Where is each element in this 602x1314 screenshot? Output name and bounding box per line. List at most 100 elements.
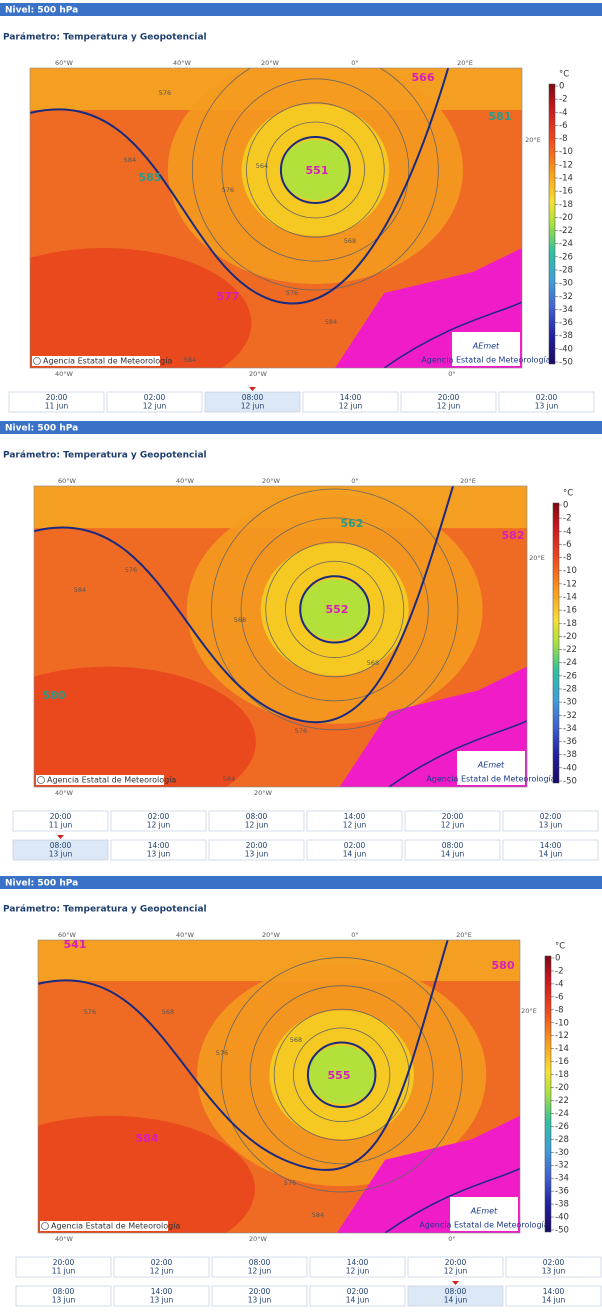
time-button-bg[interactable] [306,810,403,832]
time-day[interactable]: 12 jun [143,402,167,411]
time-day[interactable]: 13 jun [535,402,559,411]
time-button-bg[interactable] [15,1256,112,1278]
time-day[interactable]: 12 jun [346,1267,370,1276]
time-hour[interactable]: 14:00 [540,841,562,850]
time-day[interactable]: 14 jun [444,1296,468,1305]
time-hour[interactable]: 08:00 [442,841,464,850]
time-day[interactable]: 14 jun [441,850,465,859]
time-hour[interactable]: 14:00 [148,841,170,850]
time-day[interactable]: 13 jun [147,850,171,859]
time-button-bg[interactable] [309,1256,406,1278]
time-day[interactable]: 11 jun [45,402,69,411]
time-day[interactable]: 12 jun [150,1267,174,1276]
time-hour[interactable]: 20:00 [442,812,464,821]
time-button-bg[interactable] [113,1285,210,1307]
time-button-bg[interactable] [404,839,501,861]
time-hour[interactable]: 20:00 [46,393,68,402]
time-hour[interactable]: 14:00 [347,1258,369,1267]
time-day[interactable]: 11 jun [49,821,73,830]
time-button-bg[interactable] [505,1285,602,1307]
time-hour[interactable]: 14:00 [543,1287,565,1296]
time-button-bg[interactable] [306,839,403,861]
time-hour[interactable]: 08:00 [445,1287,467,1296]
time-button-bg[interactable] [211,1256,308,1278]
time-hour[interactable]: 02:00 [347,1287,369,1296]
time-hour[interactable]: 14:00 [340,393,362,402]
time-day[interactable]: 14 jun [346,1296,370,1305]
time-day[interactable]: 13 jun [150,1296,174,1305]
time-hour[interactable]: 08:00 [249,1258,271,1267]
time-day[interactable]: 13 jun [52,1296,76,1305]
time-hour[interactable]: 20:00 [249,1287,271,1296]
time-button-bg[interactable] [505,1256,602,1278]
time-button-bg[interactable] [15,1285,112,1307]
time-hour[interactable]: 08:00 [246,812,268,821]
time-day[interactable]: 12 jun [241,402,265,411]
time-hour[interactable]: 02:00 [536,393,558,402]
time-button-bg[interactable] [110,810,207,832]
time-button-bg[interactable] [404,810,501,832]
time-day[interactable]: 12 jun [248,1267,272,1276]
time-button-bg[interactable] [502,839,599,861]
time-hour[interactable]: 14:00 [344,812,366,821]
time-hour[interactable]: 14:00 [151,1287,173,1296]
time-button-bg[interactable] [106,391,203,413]
time-hour[interactable]: 08:00 [242,393,264,402]
time-day[interactable]: 13 jun [49,850,73,859]
time-hour[interactable]: 08:00 [50,841,72,850]
time-button-bg[interactable] [400,391,497,413]
time-day[interactable]: 12 jun [147,821,171,830]
time-button-bg[interactable] [208,810,305,832]
time-button-bg[interactable] [211,1285,308,1307]
time-day[interactable]: 13 jun [245,850,269,859]
time-button-bg[interactable] [12,839,109,861]
time-day[interactable]: 12 jun [437,402,461,411]
time-day[interactable]: 13 jun [248,1296,272,1305]
time-hour[interactable]: 20:00 [438,393,460,402]
time-day[interactable]: 13 jun [539,821,563,830]
time-day[interactable]: 14 jun [343,850,367,859]
time-hour[interactable]: 02:00 [543,1258,565,1267]
time-hour[interactable]: 20:00 [246,841,268,850]
time-button-bg[interactable] [12,810,109,832]
time-hour[interactable]: 20:00 [53,1258,75,1267]
time-day[interactable]: 14 jun [542,1296,566,1305]
time-day[interactable]: 12 jun [339,402,363,411]
time-hour[interactable]: 02:00 [144,393,166,402]
time-button-bg[interactable] [309,1285,406,1307]
time-button-bg[interactable] [110,839,207,861]
time-hour[interactable]: 20:00 [50,812,72,821]
time-day[interactable]: 12 jun [441,821,465,830]
time-hour[interactable]: 08:00 [53,1287,75,1296]
time-hour[interactable]: 02:00 [540,812,562,821]
time-hour[interactable]: 02:00 [344,841,366,850]
time-button-bg[interactable] [407,1256,504,1278]
time-button-bg[interactable] [502,810,599,832]
time-day[interactable]: 14 jun [539,850,563,859]
